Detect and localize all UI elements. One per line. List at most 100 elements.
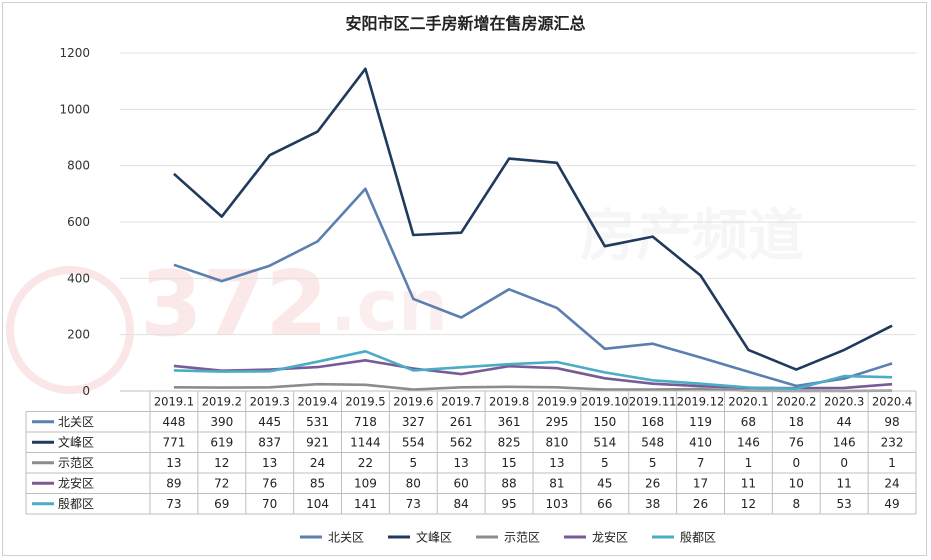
x-tick-label: 2020.4 (872, 395, 912, 409)
data-label: 26 (645, 477, 660, 491)
x-tick-label: 2020.2 (776, 395, 816, 409)
data-label: 24 (884, 477, 899, 491)
data-label: 88 (501, 477, 516, 491)
data-label: 38 (645, 497, 660, 511)
x-tick-label: 2019.1 (154, 395, 194, 409)
data-label: 1 (745, 456, 753, 470)
data-label: 295 (545, 415, 568, 429)
data-label: 7 (697, 456, 705, 470)
data-label: 84 (454, 497, 469, 511)
data-label: 26 (693, 497, 708, 511)
y-tick-label: 1200 (59, 46, 90, 60)
legend-entry: 示范区 (504, 531, 540, 545)
data-label: 109 (354, 477, 377, 491)
series-lines (173, 67, 893, 393)
data-label: 49 (884, 497, 899, 511)
y-axis-ticks: 0 200 400 600 800 1000 1200 (59, 46, 90, 398)
data-label: 619 (210, 436, 233, 450)
row-series-label: 龙安区 (58, 476, 94, 491)
data-label: 119 (689, 415, 712, 429)
data-label: 81 (549, 477, 564, 491)
y-tick-label: 800 (67, 159, 90, 173)
data-label: 548 (641, 436, 664, 450)
data-label: 771 (162, 436, 185, 450)
data-label: 24 (310, 456, 325, 470)
x-tick-label: 2019.6 (393, 395, 433, 409)
x-tick-label: 2019.10 (581, 395, 629, 409)
row-series-label: 文峰区 (58, 435, 94, 450)
data-label: 232 (881, 436, 904, 450)
series-line-2 (173, 67, 893, 371)
data-label: 11 (837, 477, 852, 491)
svg-text:372: 372 (140, 252, 328, 357)
data-label: 5 (649, 456, 657, 470)
data-label: 98 (884, 415, 899, 429)
x-tick-label: 2019.4 (297, 395, 337, 409)
y-tick-label: 1000 (59, 102, 90, 116)
data-label: 18 (789, 415, 804, 429)
series-line-1 (173, 187, 893, 388)
data-label: 0 (792, 456, 800, 470)
chart-title: 安阳市区二手房新增在售房源汇总 (345, 14, 586, 33)
data-label: 73 (406, 497, 421, 511)
data-label: 89 (166, 477, 181, 491)
data-label: 5 (409, 456, 417, 470)
data-label: 146 (833, 436, 856, 450)
row-series-label: 北关区 (58, 415, 94, 429)
data-label: 11 (741, 477, 756, 491)
x-tick-label: 2019.12 (677, 395, 725, 409)
data-label: 718 (354, 415, 377, 429)
data-label: 1144 (350, 436, 381, 450)
x-tick-label: 2019.11 (629, 395, 677, 409)
data-label: 531 (306, 415, 329, 429)
data-label: 10 (789, 477, 804, 491)
data-label: 68 (741, 415, 756, 429)
data-label: 17 (693, 477, 708, 491)
data-label: 261 (450, 415, 473, 429)
data-label: 8 (792, 497, 800, 511)
data-label: 13 (262, 456, 277, 470)
data-label: 445 (258, 415, 281, 429)
data-label: 44 (837, 415, 852, 429)
x-tick-label: 2020.1 (728, 395, 768, 409)
data-label: 45 (597, 477, 612, 491)
legend-entry: 北关区 (328, 531, 364, 545)
data-label: 76 (262, 477, 277, 491)
x-tick-label: 2019.5 (345, 395, 385, 409)
legend-entry: 文峰区 (416, 530, 452, 545)
data-table: 2019.1 2019.2 2019.3 2019.4 2019.5 2019.6 2019… (25, 390, 917, 515)
data-label: 150 (593, 415, 616, 429)
data-label: 390 (210, 415, 233, 429)
row-series-label: 殷都区 (58, 497, 94, 511)
data-label: 15 (501, 456, 516, 470)
y-tick-label: 0 (82, 384, 90, 398)
data-label: 837 (258, 436, 281, 450)
legend-entry: 殷都区 (680, 531, 716, 545)
data-label: 66 (597, 497, 612, 511)
data-label: 5 (601, 456, 609, 470)
data-label: 1 (888, 456, 896, 470)
data-label: 448 (162, 415, 185, 429)
series-line-5 (173, 349, 893, 391)
data-label: 410 (689, 436, 712, 450)
data-label: 95 (501, 497, 516, 511)
data-label: 73 (166, 497, 181, 511)
data-label: 76 (789, 436, 804, 450)
data-label: 825 (498, 436, 521, 450)
data-label: 53 (837, 497, 852, 511)
data-label: 0 (840, 456, 848, 470)
data-label: 13 (549, 456, 564, 470)
data-label: 12 (741, 497, 756, 511)
legend-entry: 龙安区 (592, 530, 628, 545)
x-tick-label: 2019.2 (202, 395, 242, 409)
data-label: 104 (306, 497, 329, 511)
legend: 北关区 文峰区 示范区 龙安区 殷都区 (300, 530, 716, 545)
data-label: 60 (454, 477, 469, 491)
data-label: 554 (402, 436, 425, 450)
data-label: 921 (306, 436, 329, 450)
data-label: 22 (358, 456, 373, 470)
x-tick-label: 2020.3 (824, 395, 864, 409)
x-tick-label: 2019.8 (489, 395, 529, 409)
x-tick-label: 2019.7 (441, 395, 481, 409)
